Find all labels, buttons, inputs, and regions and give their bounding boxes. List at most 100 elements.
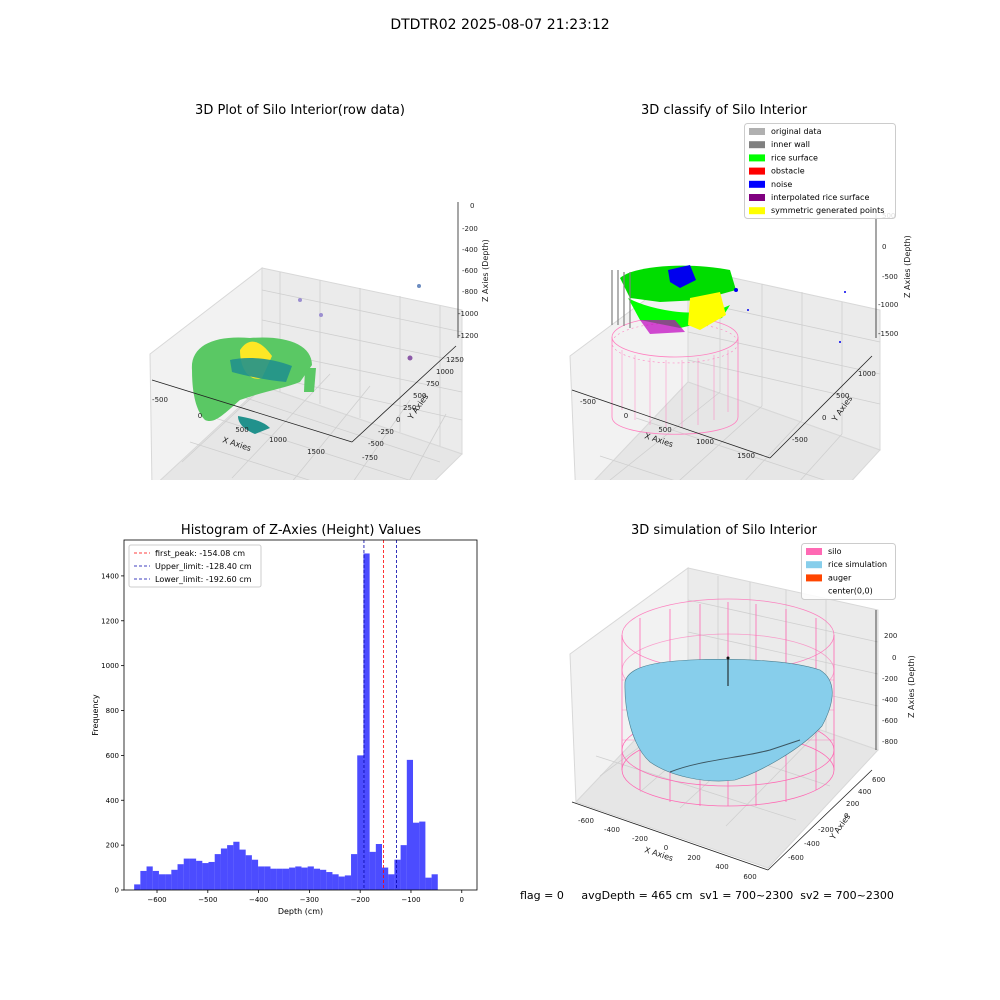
histogram-y-axis-label: Frequency: [91, 694, 100, 736]
simulation-rice-trough: [669, 739, 801, 773]
classify-y-tick: 500: [836, 392, 849, 400]
raw-y-tick: -500: [368, 440, 384, 448]
simulation-x-tick: 400: [715, 863, 728, 871]
classify-y-tick: -500: [792, 436, 808, 444]
simulation-legend-label: center(0,0): [828, 587, 873, 596]
histogram-bar: [220, 848, 228, 890]
histogram-x-axis-label: Depth (cm): [278, 907, 323, 916]
raw-y-tick: 0: [396, 416, 400, 424]
raw-y-axis-line: [351, 345, 457, 443]
simulation-z-tick: 0: [892, 654, 896, 662]
histogram-bar: [258, 866, 265, 890]
histogram-bar: [214, 854, 221, 890]
raw-point-cloud: [191, 284, 421, 434]
classify-legend-swatch: [749, 154, 765, 162]
classify-legend-label: original data: [771, 127, 822, 136]
classify-legend-label: symmetric generated points: [771, 206, 884, 215]
histogram-x-tick-label: −500: [198, 896, 217, 904]
simulation-y-tick: 200: [846, 800, 859, 808]
histogram-bar: [134, 884, 141, 890]
classify-legend-swatch: [749, 128, 765, 135]
histogram-y-tick-label: 1000: [101, 662, 119, 670]
histogram-x-tick-label: −400: [249, 896, 268, 904]
classify-legend-label: inner wall: [771, 140, 810, 149]
histogram-bar: [208, 861, 215, 890]
classify-legend-swatch: [749, 180, 765, 188]
raw-z-tick: -600: [462, 267, 478, 275]
histogram-bar: [431, 874, 438, 890]
histogram-x-tick-label: −600: [147, 896, 166, 904]
simulation-rice-surface: [624, 659, 833, 782]
simulation-panel-title: 3D simulation of Silo Interior: [631, 523, 817, 538]
raw-z-tick: -1200: [458, 332, 478, 340]
histogram-legend-box: [128, 544, 262, 588]
raw-y-tick: 750: [426, 380, 439, 388]
histogram-bar: [152, 870, 159, 890]
raw-y-tick: -250: [378, 428, 394, 436]
simulation-legend-swatch: [806, 548, 822, 555]
histogram-bar: [413, 822, 420, 890]
histogram-bar: [301, 867, 308, 890]
histogram-bar: [251, 859, 259, 890]
simulation-z-tick: -600: [882, 717, 898, 725]
histogram-y-tick-label: 1400: [101, 572, 119, 580]
histogram-bar: [239, 849, 246, 890]
raw-z-tick: -800: [462, 288, 478, 296]
raw-x-tick: -500: [152, 396, 168, 404]
footer-status: flag = 0 avgDepth = 465 cm sv1 = 700~230…: [520, 889, 894, 902]
raw-panel-title: 3D Plot of Silo Interior(row data): [195, 103, 405, 118]
simulation-legend-swatch: [806, 574, 822, 582]
histogram-bar: [382, 867, 389, 890]
simulation-3d-plot: -600 -400 -200 0 200 400 600 -600 -400 -…: [569, 567, 916, 881]
raw-z-tick: -1000: [458, 310, 478, 318]
raw-z-tick: 0: [470, 202, 474, 210]
simulation-legend: silo rice simulation auger center(0,0): [801, 543, 896, 600]
histogram-y-tick-label: 400: [106, 797, 119, 805]
histogram-bar: [425, 877, 432, 890]
classify-x-tick: -500: [580, 398, 596, 406]
simulation-z-tick: -200: [882, 675, 898, 683]
simulation-z-tick: 200: [884, 632, 897, 640]
histogram-chart: −600 −500 −400 −300 −200 −100 0 0 200 400 600 800 1…: [91, 539, 478, 916]
histogram-bar: [196, 860, 203, 890]
footer-sv2: sv2 = 700~2300: [800, 889, 894, 902]
histogram-y-tick-label: 1200: [101, 617, 119, 625]
raw-x-tick: 500: [235, 426, 248, 434]
footer-sv1: sv1 = 700~2300: [699, 889, 794, 902]
raw-z-tick: -200: [462, 225, 478, 233]
classify-x-tick: 1000: [696, 438, 714, 446]
raw-y-tick: 1250: [446, 356, 464, 364]
simulation-z-tick: -400: [882, 696, 898, 704]
classify-y-tick: 1000: [858, 370, 876, 378]
histogram-bar: [307, 866, 314, 890]
histogram-bar: [320, 869, 327, 890]
raw-x-tick: 1000: [269, 436, 287, 444]
histogram-bar: [313, 868, 321, 890]
classify-x-axis-line: [571, 389, 771, 459]
classify-z-tick: 0: [882, 243, 886, 251]
simulation-legend-label: silo: [828, 547, 842, 556]
histogram-y-tick-label: 800: [106, 707, 119, 715]
simulation-x-tick: 0: [664, 844, 668, 852]
classify-legend-swatch: [749, 141, 765, 149]
simulation-legend-swatch: [806, 561, 822, 569]
simulation-y-tick: -400: [804, 840, 820, 848]
histogram-bar: [140, 870, 147, 890]
raw-y-tick: 500: [413, 392, 426, 400]
raw-y-tick: 250: [403, 404, 416, 412]
simulation-x-axis-label: X Axies: [643, 845, 674, 863]
histogram-bar: [245, 855, 252, 890]
raw-x-tick: 1500: [307, 448, 325, 456]
histogram-bar: [289, 867, 296, 890]
histogram-x-tick-label: −200: [351, 896, 370, 904]
histogram-bar: [400, 845, 407, 890]
classify-z-tick: -500: [882, 273, 898, 281]
footer-avg-depth: avgDepth = 465 cm: [581, 889, 693, 902]
histogram-bar: [171, 869, 178, 890]
histogram-bar: [282, 868, 290, 890]
histogram-bar: [375, 844, 383, 890]
histogram-bar: [295, 866, 302, 890]
raw-x-tick: 0: [198, 412, 202, 420]
raw-y-tick: 1000: [436, 368, 454, 376]
classify-y-tick: 0: [822, 414, 826, 422]
